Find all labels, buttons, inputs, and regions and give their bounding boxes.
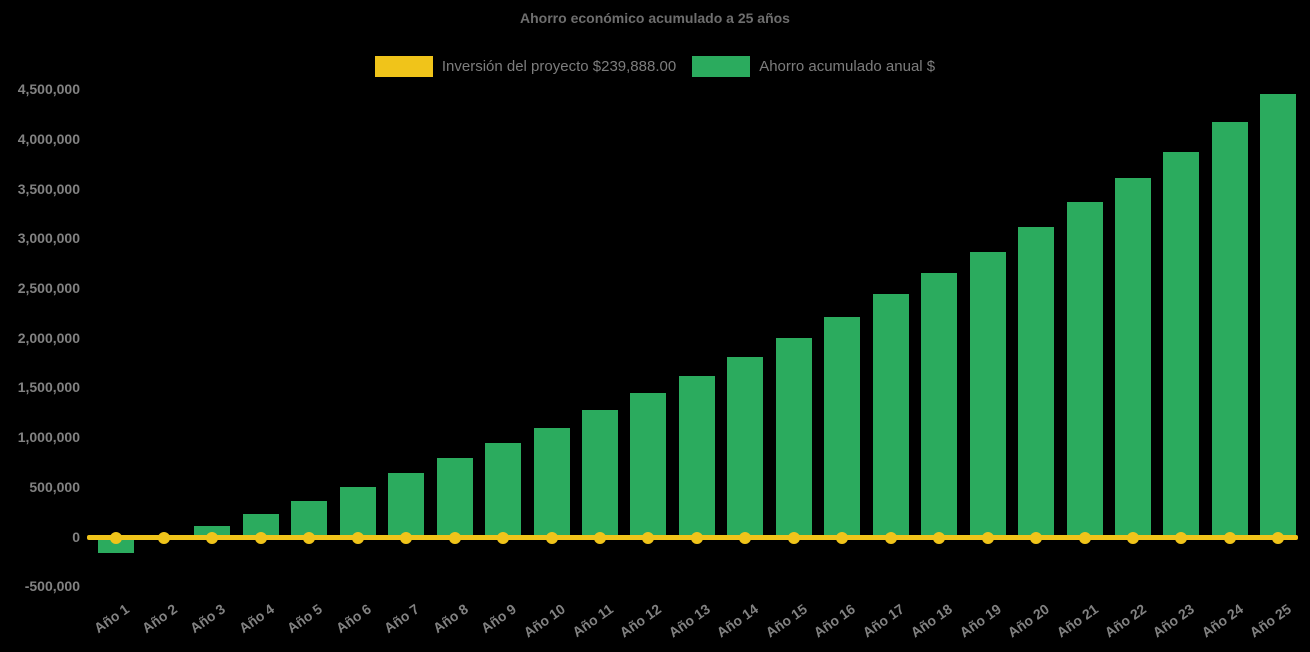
investment-line-marker — [1223, 531, 1236, 544]
bar-año-3 — [194, 526, 231, 537]
investment-line-marker — [739, 531, 752, 544]
investment-line-marker — [206, 531, 219, 544]
investment-line-marker — [400, 531, 413, 544]
investment-line-marker — [1030, 531, 1043, 544]
bar-año-21 — [1066, 202, 1103, 537]
investment-line-marker — [981, 531, 994, 544]
bar-año-11 — [582, 410, 618, 537]
legend-label-ahorro: Ahorro acumulado anual $ — [759, 58, 936, 75]
investment-line-marker — [690, 531, 703, 544]
y-axis-tick-label: 2,500,000 — [17, 280, 80, 296]
y-axis-tick-label: 4,500,000 — [17, 81, 80, 98]
investment-line-marker — [157, 531, 170, 544]
bar-año-10 — [533, 428, 570, 537]
bar-año-22 — [1114, 178, 1151, 537]
investment-line-marker — [1078, 531, 1091, 544]
bar-año-23 — [1163, 151, 1200, 537]
bar-año-4 — [242, 513, 279, 537]
chart-title: Ahorro económico acumulado a 25 años — [520, 10, 790, 26]
bar-año-6 — [339, 487, 376, 537]
bar-año-12 — [630, 392, 667, 537]
y-axis-tick-label: 500,000 — [29, 478, 80, 495]
investment-line-marker — [787, 531, 800, 544]
legend-swatch-inversion — [374, 56, 433, 77]
investment-line-marker — [303, 531, 316, 544]
legend-label-inversion: Inversión del proyecto $239,888.00 — [441, 58, 677, 75]
investment-line-marker — [933, 531, 946, 544]
bar-año-8 — [436, 457, 473, 537]
bar-año-13 — [678, 375, 715, 537]
bar-año-25 — [1260, 93, 1297, 537]
investment-line-marker — [1272, 531, 1285, 544]
bar-año-14 — [727, 357, 764, 537]
bar-año-18 — [921, 273, 958, 537]
bar-año-15 — [775, 337, 812, 537]
y-axis-tick-label: 4,000,000 — [17, 130, 80, 147]
investment-line-marker — [497, 531, 510, 544]
bar-año-20 — [1018, 227, 1055, 537]
investment-line-marker — [254, 531, 267, 544]
y-axis-tick-label: 1,000,000 — [17, 429, 80, 446]
investment-line-marker — [642, 531, 655, 544]
bar-año-19 — [969, 252, 1006, 537]
y-axis-tick-label: 3,000,000 — [17, 230, 80, 247]
y-axis-tick-label: 3,500,000 — [17, 180, 80, 197]
investment-line-marker — [594, 531, 606, 544]
bar-año-17 — [872, 293, 909, 537]
investment-line-marker — [1126, 531, 1139, 544]
y-axis-tick-label: 1,500,000 — [17, 379, 80, 396]
investment-line-marker — [448, 531, 461, 544]
bar-año-5 — [291, 501, 328, 537]
bar-año-1 — [97, 536, 134, 553]
y-axis-tick-label: 2,000,000 — [17, 329, 80, 346]
bar-año-24 — [1211, 122, 1248, 537]
investment-line-marker — [351, 531, 364, 544]
y-axis-tick-label: 0 — [72, 528, 80, 545]
legend-swatch-ahorro — [692, 56, 751, 77]
investment-line-marker — [1175, 531, 1188, 544]
investment-line-marker — [884, 531, 897, 544]
bar-año-9 — [485, 443, 522, 537]
investment-line-marker — [545, 531, 558, 544]
legend-item-ahorro: Ahorro acumulado anual $ — [692, 56, 935, 77]
bar-año-7 — [388, 472, 425, 537]
legend: Inversión del proyecto $239,888.00 Ahorr… — [0, 56, 1310, 77]
investment-line-marker — [109, 531, 122, 544]
bar-año-16 — [824, 316, 861, 537]
y-axis-tick-label: -500,000 — [24, 578, 80, 595]
legend-item-inversion: Inversión del proyecto $239,888.00 — [374, 56, 677, 77]
investment-line-marker — [836, 531, 849, 544]
